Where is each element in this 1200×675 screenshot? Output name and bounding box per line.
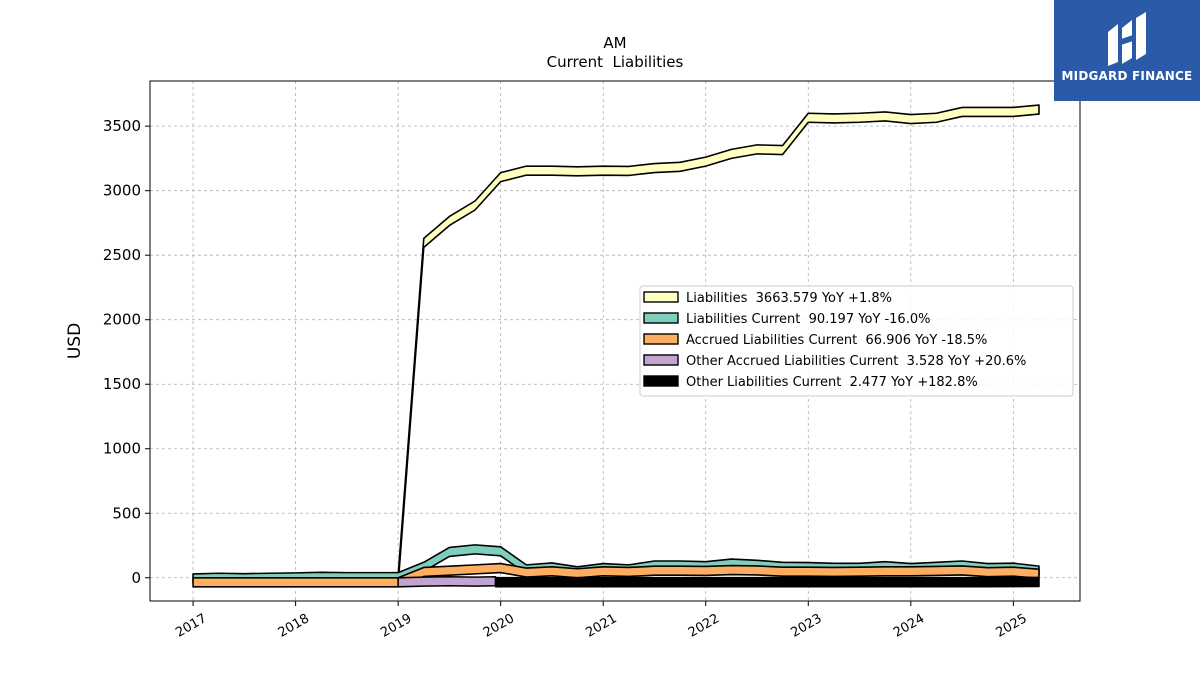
x-axis: 2017 2018 2019 2020 2021 2022 2023 2024 2025 <box>173 601 1030 641</box>
legend-label: Liabilities 3663.579 YoY +1.8% <box>686 291 892 306</box>
x-tick-label: 2024 <box>891 611 927 641</box>
y-tick-label: 1500 <box>103 375 141 393</box>
y-tick-label: 0 <box>131 569 141 587</box>
y-tick-label: 3500 <box>103 117 141 135</box>
x-tick-label: 2020 <box>481 611 517 641</box>
legend: Liabilities 3663.579 YoY +1.8% Liabilitie… <box>639 285 1074 397</box>
x-tick-label: 2021 <box>583 611 619 641</box>
legend-swatch <box>643 333 679 345</box>
x-tick-label: 2019 <box>378 611 414 641</box>
chart-subtitle: Current Liabilities <box>547 53 684 71</box>
legend-label: Accrued Liabilities Current 66.906 YoY -… <box>686 333 987 348</box>
y-tick-label: 2000 <box>103 311 141 329</box>
legend-box <box>639 285 1074 397</box>
y-axis-label: USD <box>65 323 85 359</box>
legend-label: Liabilities Current 90.197 YoY -16.0% <box>686 312 930 327</box>
legend-label: Other Liabilities Current 2.477 YoY +182… <box>686 375 978 390</box>
y-tick-label: 1000 <box>103 440 141 458</box>
x-tick-label: 2025 <box>994 611 1030 641</box>
series-band <box>397 104 1040 585</box>
series-areas <box>192 104 1040 588</box>
x-tick-label: 2017 <box>173 611 209 641</box>
legend-swatch <box>643 312 679 324</box>
series-band <box>494 576 1040 588</box>
y-tick-label: 500 <box>112 504 141 522</box>
plot-frame <box>149 80 1081 602</box>
y-tick-label: 3000 <box>103 182 141 200</box>
x-tick-label: 2018 <box>276 611 312 641</box>
legend-label: Other Accrued Liabilities Current 3.528 … <box>686 354 1026 369</box>
legend-swatch <box>643 354 679 366</box>
brand-logo: MIDGARD FINANCE <box>1054 0 1200 101</box>
legend-swatch <box>643 291 679 303</box>
x-tick-label: 2022 <box>686 611 722 641</box>
x-tick-label: 2023 <box>788 611 824 641</box>
y-tick-label: 2500 <box>103 246 141 264</box>
legend-swatch <box>643 375 679 387</box>
brand-mark-icon <box>1108 12 1146 66</box>
chart-title: AM <box>603 34 626 52</box>
y-axis: 0 500 1000 1500 2000 2500 3000 3500 <box>103 117 150 587</box>
brand-name: MIDGARD FINANCE <box>1061 69 1193 83</box>
series-band <box>397 575 497 588</box>
